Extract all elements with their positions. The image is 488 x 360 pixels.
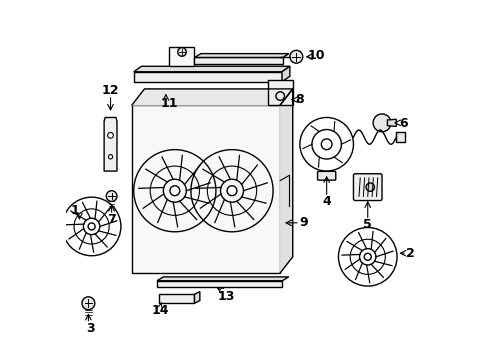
Polygon shape <box>282 66 289 82</box>
Circle shape <box>372 114 390 132</box>
Circle shape <box>177 48 186 56</box>
Polygon shape <box>280 89 292 273</box>
FancyBboxPatch shape <box>317 171 335 180</box>
FancyBboxPatch shape <box>353 174 381 201</box>
Circle shape <box>108 155 112 159</box>
Text: 1: 1 <box>70 204 79 217</box>
Polygon shape <box>157 277 288 281</box>
Polygon shape <box>169 46 194 66</box>
Polygon shape <box>159 294 194 303</box>
Circle shape <box>107 132 113 138</box>
Text: 11: 11 <box>161 97 178 110</box>
Text: 5: 5 <box>363 218 371 231</box>
Polygon shape <box>194 58 282 64</box>
Circle shape <box>289 50 302 63</box>
Polygon shape <box>104 117 117 171</box>
Text: 6: 6 <box>398 117 407 130</box>
Circle shape <box>88 223 95 230</box>
Polygon shape <box>386 119 395 126</box>
Circle shape <box>366 183 374 191</box>
Circle shape <box>321 139 331 150</box>
Polygon shape <box>132 89 292 105</box>
Text: 7: 7 <box>107 213 116 226</box>
Text: 14: 14 <box>151 304 169 317</box>
Circle shape <box>226 186 237 195</box>
Text: 13: 13 <box>218 289 235 303</box>
Polygon shape <box>395 132 405 143</box>
Text: 2: 2 <box>406 247 414 260</box>
Text: 10: 10 <box>306 49 324 62</box>
Circle shape <box>275 92 284 100</box>
Bar <box>132 105 280 273</box>
Polygon shape <box>194 292 200 303</box>
Polygon shape <box>134 72 282 82</box>
Circle shape <box>82 297 95 310</box>
Polygon shape <box>267 80 292 105</box>
Polygon shape <box>157 281 282 287</box>
Text: 12: 12 <box>102 84 119 97</box>
Polygon shape <box>194 54 288 58</box>
Polygon shape <box>134 66 289 72</box>
Circle shape <box>364 253 370 260</box>
Circle shape <box>106 191 117 202</box>
Circle shape <box>169 186 180 195</box>
Text: 9: 9 <box>299 216 308 229</box>
Text: 3: 3 <box>86 322 94 335</box>
Text: 4: 4 <box>322 195 330 208</box>
Text: 8: 8 <box>295 93 304 106</box>
